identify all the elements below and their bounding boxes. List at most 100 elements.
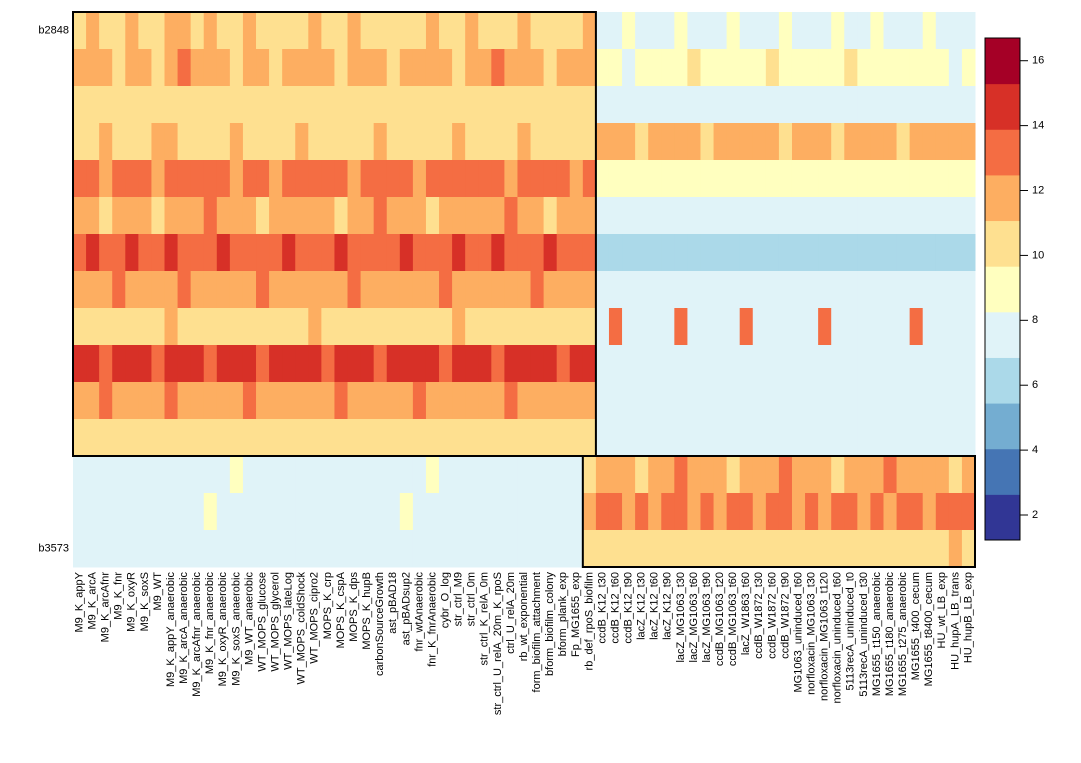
column-label: ccdB_W1872_t30	[753, 572, 765, 659]
heat-cell	[151, 12, 166, 50]
heat-cell	[216, 160, 231, 198]
heat-cell	[99, 234, 113, 272]
heat-cell	[622, 456, 636, 494]
heat-cell	[360, 530, 375, 568]
heat-cell	[229, 419, 244, 457]
heat-cell	[844, 308, 858, 346]
heat-cell	[674, 271, 688, 309]
column-label: MOPS_K_dps	[348, 572, 360, 642]
heat-cell	[295, 49, 309, 87]
heat-cell	[791, 12, 806, 50]
heat-cell	[831, 530, 845, 568]
heat-cell	[595, 456, 610, 494]
heat-cell	[452, 419, 466, 457]
heat-cell	[138, 49, 152, 87]
heat-cell	[190, 12, 205, 50]
heat-cell	[896, 419, 911, 457]
heat-cell	[282, 530, 296, 568]
heat-cell	[504, 419, 518, 457]
heat-cell	[739, 123, 754, 161]
heat-cell	[791, 345, 806, 383]
heat-cell	[360, 493, 375, 531]
heat-cell	[99, 86, 113, 124]
heat-cell	[412, 419, 427, 457]
heat-cell	[543, 345, 558, 383]
heat-cell	[805, 456, 819, 494]
heat-cell	[138, 530, 152, 568]
heat-cell	[622, 493, 636, 531]
column-label: M9_K_soxS_anaerobic	[230, 572, 242, 686]
heat-cell	[857, 382, 871, 420]
heat-cell	[373, 419, 388, 457]
colorbar-band	[985, 494, 1020, 541]
heat-cell	[556, 530, 571, 568]
heat-cell	[282, 86, 296, 124]
heat-cell	[857, 12, 871, 50]
heat-cell	[138, 12, 152, 50]
heat-cell	[112, 308, 126, 346]
heat-cell	[412, 382, 427, 420]
heat-cell	[726, 49, 741, 87]
heat-cell	[242, 123, 257, 161]
heat-cell	[922, 419, 937, 457]
heat-cell	[164, 49, 179, 87]
heat-cell	[922, 271, 937, 309]
heat-cell	[857, 456, 871, 494]
heat-cell	[517, 308, 532, 346]
heat-cell	[896, 345, 911, 383]
heat-cell	[138, 345, 152, 383]
heat-cell	[465, 49, 479, 87]
column-label: lacZ_K12_t90	[662, 572, 674, 640]
heat-cell	[504, 49, 518, 87]
column-label: M9_K_soxS	[139, 572, 151, 631]
colorbar-tick-label: 14	[1032, 120, 1044, 132]
column-label: ctrl_U_relA_20m	[505, 572, 517, 654]
heat-cell	[818, 234, 832, 272]
heat-cell	[896, 86, 911, 124]
heat-cell	[582, 530, 597, 568]
heat-cell	[857, 308, 871, 346]
heat-cell	[177, 86, 192, 124]
heat-cell	[308, 530, 322, 568]
heat-cell	[399, 419, 414, 457]
heat-cell	[334, 234, 349, 272]
heat-cell	[608, 530, 623, 568]
heat-cell	[308, 493, 322, 531]
heat-cell	[308, 382, 322, 420]
heat-cell	[86, 382, 100, 420]
heat-cell	[608, 234, 623, 272]
heat-cell	[700, 49, 715, 87]
heat-cell	[595, 419, 610, 457]
heat-cell	[242, 197, 257, 235]
heat-cell	[569, 308, 584, 346]
heat-cell	[452, 493, 466, 531]
heat-cell	[595, 530, 610, 568]
heat-cell	[909, 271, 924, 309]
heat-cell	[648, 12, 662, 50]
heat-cell	[282, 493, 296, 531]
heat-cell	[282, 456, 296, 494]
heat-cell	[844, 382, 858, 420]
heat-cell	[425, 197, 440, 235]
heat-cell	[595, 271, 610, 309]
heat-cell	[465, 160, 479, 198]
heat-cell	[373, 197, 388, 235]
column-label: fnr_wtAnaerobic	[413, 572, 425, 652]
heat-cell	[635, 234, 649, 272]
heat-cell	[961, 271, 976, 309]
heat-cell	[661, 12, 675, 50]
column-label: M9_K_oxyR_anaerobic	[217, 572, 229, 687]
heat-cell	[439, 308, 453, 346]
heat-cell	[216, 419, 231, 457]
heat-cell	[791, 382, 806, 420]
heat-cell	[530, 345, 545, 383]
heat-cell	[373, 456, 388, 494]
heat-cell	[99, 12, 113, 50]
heat-cell	[635, 493, 649, 531]
heat-cell	[909, 530, 924, 568]
heat-cell	[164, 197, 179, 235]
heat-cell	[857, 530, 871, 568]
heat-cell	[465, 86, 479, 124]
heat-cell	[530, 308, 545, 346]
heat-cell	[661, 530, 675, 568]
